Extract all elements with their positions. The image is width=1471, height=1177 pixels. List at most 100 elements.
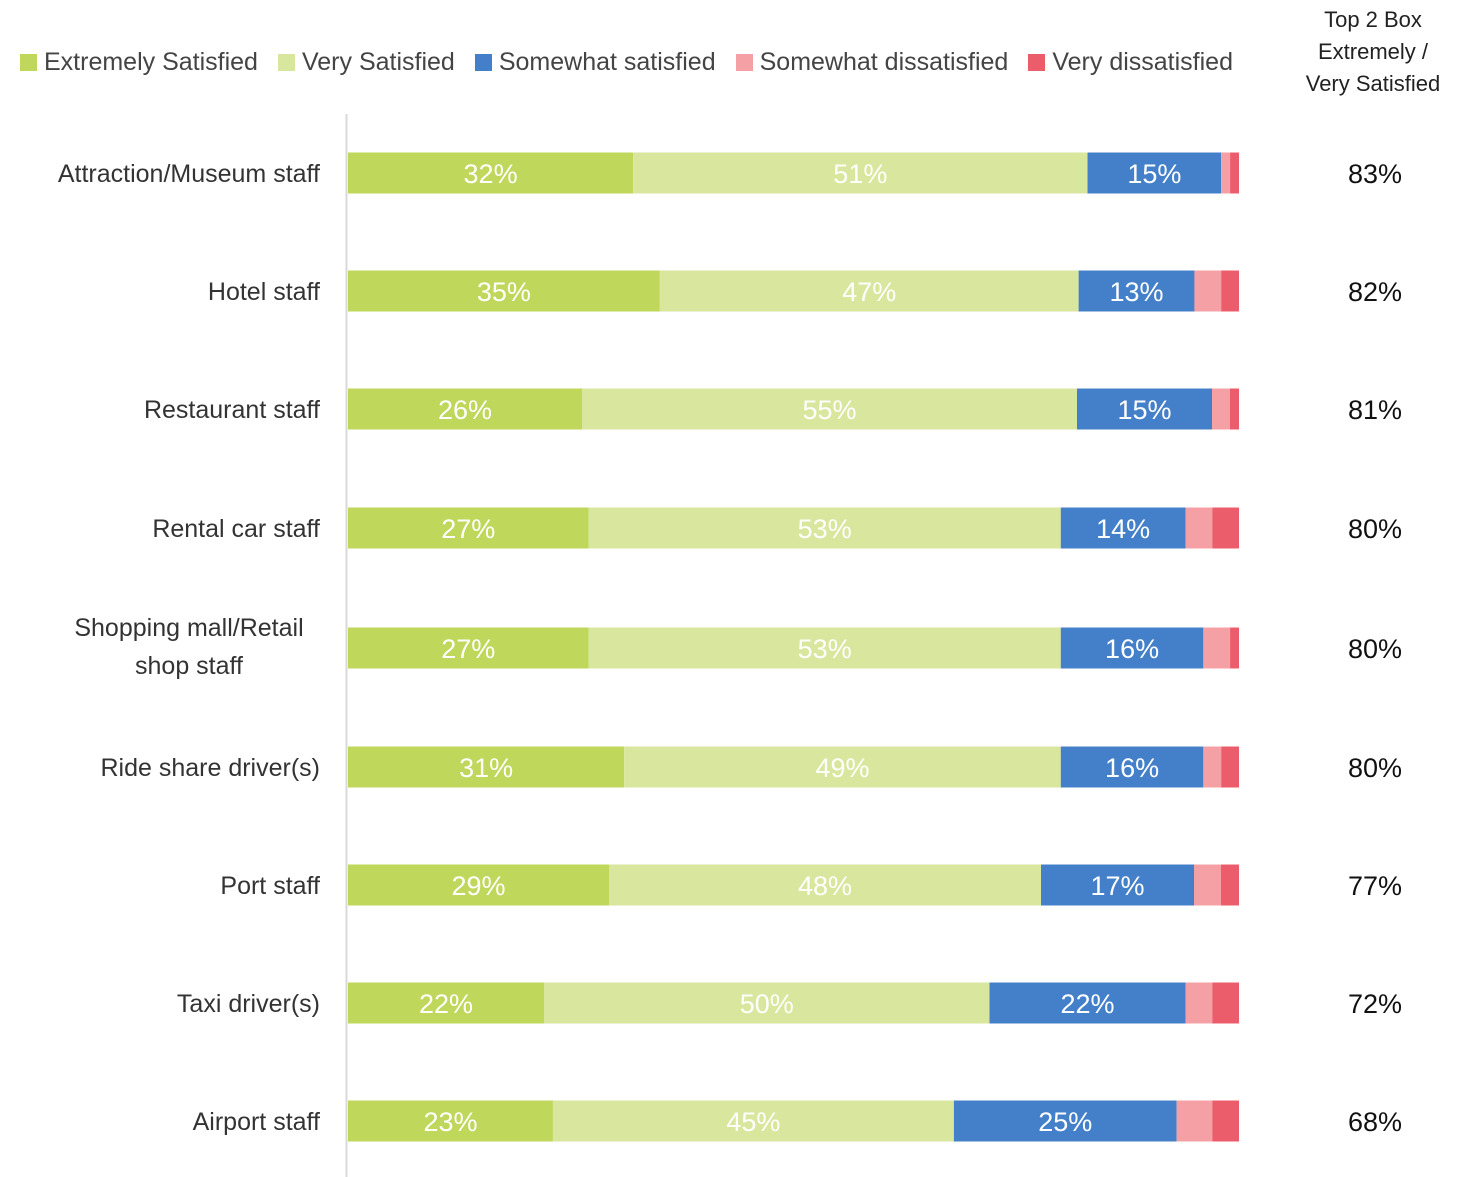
legend-swatch bbox=[474, 53, 492, 71]
bar-segment-somewhat-dissatisfied bbox=[1176, 1100, 1213, 1142]
bar-segment-somewhat-satisfied bbox=[1060, 507, 1186, 549]
chart-legend: Extremely Satisfied Very Satisfied Somewha… bbox=[20, 46, 1233, 78]
bar-segment-somewhat-dissatisfied bbox=[1203, 627, 1231, 669]
data-label: 51% bbox=[833, 159, 887, 189]
legend-item-extremely-satisfied: Extremely Satisfied bbox=[20, 48, 258, 77]
bar-segment-very-satisfied bbox=[588, 507, 1061, 549]
legend-item-very-satisfied: Very Satisfied bbox=[277, 47, 455, 77]
bar-segment-very-dissatisfied bbox=[1212, 507, 1239, 549]
category-label: Taxi driver(s) bbox=[177, 990, 320, 1018]
bar-segment-very-satisfied bbox=[624, 746, 1061, 788]
data-label: 13% bbox=[1110, 277, 1164, 307]
bar-segment-very-satisfied bbox=[633, 152, 1088, 194]
legend-swatch bbox=[20, 53, 37, 71]
bar-segment-very-satisfied bbox=[582, 388, 1077, 430]
data-label: 25% bbox=[1038, 1107, 1092, 1137]
data-label: 26% bbox=[438, 395, 492, 425]
bar-segment-extremely-satisfied bbox=[348, 388, 582, 430]
category-label: Ride share driver(s) bbox=[100, 754, 320, 782]
bar-segment-extremely-satisfied bbox=[348, 864, 609, 906]
category-label: Shopping mall/Retail shop staff bbox=[74, 614, 303, 680]
legend-item-very-dissatisfied: Very dissatisfied bbox=[1028, 48, 1233, 77]
legend-swatch bbox=[1028, 53, 1046, 71]
data-label: 48% bbox=[798, 871, 852, 901]
data-label: 45% bbox=[726, 1107, 780, 1137]
top2-box-header: Top 2 Box Extremely / Very Satisfied bbox=[1285, 4, 1461, 100]
top2-box-value: 80% bbox=[1348, 753, 1402, 783]
bar-segment-somewhat-satisfied bbox=[1078, 270, 1195, 312]
category-label: Attraction/Museum staff bbox=[58, 160, 320, 188]
bar-segment-somewhat-satisfied bbox=[1060, 746, 1204, 788]
data-label: 16% bbox=[1105, 634, 1159, 664]
bar-segment-very-satisfied bbox=[544, 982, 990, 1024]
bar-segment-very-dissatisfied bbox=[1212, 1100, 1239, 1142]
legend-swatch bbox=[277, 53, 295, 71]
legend-item-somewhat-dissatisfied: Somewhat dissatisfied bbox=[735, 47, 1009, 77]
data-label: 16% bbox=[1105, 753, 1159, 783]
data-label: 15% bbox=[1117, 395, 1171, 425]
bar-segment-extremely-satisfied bbox=[348, 746, 625, 788]
bar-segment-very-dissatisfied bbox=[1212, 982, 1239, 1024]
bar-segment-somewhat-dissatisfied bbox=[1194, 864, 1221, 906]
legend-label: Somewhat satisfied bbox=[498, 47, 716, 76]
data-label: 15% bbox=[1127, 159, 1181, 189]
bar-segment-very-satisfied bbox=[588, 627, 1061, 669]
category-label: Hotel staff bbox=[208, 278, 320, 306]
bar-segment-somewhat-dissatisfied bbox=[1212, 388, 1230, 430]
bar-segment-very-dissatisfied bbox=[1221, 864, 1239, 906]
legend-label: Very dissatisfied bbox=[1052, 47, 1233, 76]
bar-segment-somewhat-dissatisfied bbox=[1185, 507, 1213, 549]
top2-box-value: 68% bbox=[1348, 1107, 1402, 1137]
data-label: 32% bbox=[464, 159, 518, 189]
data-label: 50% bbox=[740, 989, 794, 1019]
top2-header-line-2: Extremely / bbox=[1317, 39, 1429, 64]
data-label: 27% bbox=[441, 634, 495, 664]
bar-segment-very-dissatisfied bbox=[1230, 388, 1239, 430]
bar-segment-extremely-satisfied bbox=[348, 507, 589, 549]
bar-segment-very-satisfied bbox=[659, 270, 1079, 312]
data-label: 35% bbox=[477, 277, 531, 307]
top2-box-value: 80% bbox=[1348, 634, 1402, 664]
category-label: Port staff bbox=[220, 872, 320, 900]
top2-box-value: 83% bbox=[1348, 159, 1402, 189]
bar-segment-somewhat-satisfied bbox=[1060, 627, 1204, 669]
bar-segment-very-dissatisfied bbox=[1221, 270, 1239, 312]
top2-box-value: 82% bbox=[1348, 277, 1402, 307]
data-label: 27% bbox=[441, 514, 495, 544]
bar-segment-extremely-satisfied bbox=[348, 627, 589, 669]
data-label: 29% bbox=[451, 871, 505, 901]
bar-segment-somewhat-satisfied bbox=[1077, 388, 1212, 430]
bar-segment-somewhat-dissatisfied bbox=[1221, 152, 1231, 194]
data-label: 23% bbox=[423, 1107, 477, 1137]
bar-segment-very-satisfied bbox=[552, 1100, 954, 1142]
bar-segment-somewhat-dissatisfied bbox=[1203, 746, 1222, 788]
data-label: 22% bbox=[1061, 989, 1115, 1019]
data-label: 22% bbox=[419, 989, 473, 1019]
bar-segment-extremely-satisfied bbox=[348, 1100, 553, 1142]
top2-box-value: 80% bbox=[1348, 514, 1402, 544]
bar-segment-very-dissatisfied bbox=[1230, 152, 1239, 194]
legend-label: Extremely Satisfied bbox=[44, 47, 258, 76]
legend-label: Somewhat dissatisfied bbox=[759, 47, 1009, 76]
top2-box-value: 72% bbox=[1348, 989, 1402, 1019]
top2-box-value: 77% bbox=[1348, 871, 1402, 901]
data-label: 53% bbox=[798, 514, 852, 544]
bar-segment-somewhat-dissatisfied bbox=[1194, 270, 1222, 312]
bar-segment-somewhat-satisfied bbox=[1041, 864, 1194, 906]
data-label: 14% bbox=[1096, 514, 1150, 544]
data-label: 31% bbox=[459, 753, 513, 783]
legend-label: Very Satisfied bbox=[301, 47, 455, 76]
data-label: 49% bbox=[815, 753, 869, 783]
bar-segment-somewhat-satisfied bbox=[1087, 152, 1222, 194]
data-label: 55% bbox=[802, 395, 856, 425]
bar-segment-very-dissatisfied bbox=[1221, 746, 1239, 788]
bar-segment-somewhat-satisfied bbox=[989, 982, 1186, 1024]
category-label: Restaurant staff bbox=[144, 396, 320, 424]
data-label: 47% bbox=[842, 277, 896, 307]
category-label: Airport staff bbox=[193, 1108, 320, 1136]
category-label: Rental car staff bbox=[152, 515, 320, 543]
top2-header-line-1: Top 2 Box bbox=[1324, 7, 1422, 32]
bar-segment-extremely-satisfied bbox=[348, 270, 660, 312]
bar-segment-somewhat-dissatisfied bbox=[1185, 982, 1213, 1024]
